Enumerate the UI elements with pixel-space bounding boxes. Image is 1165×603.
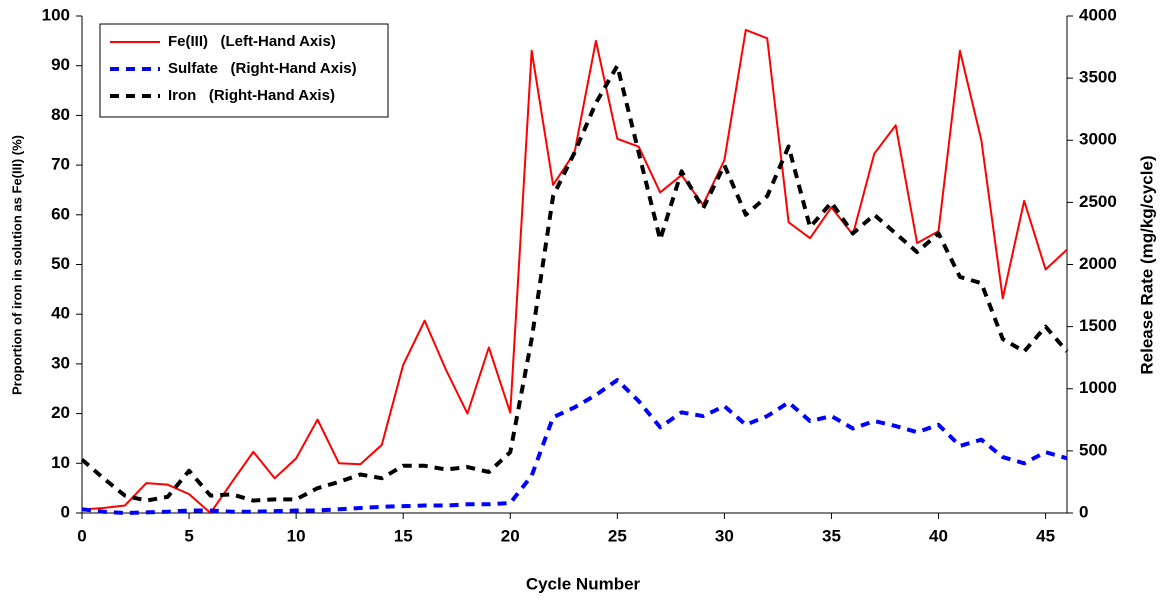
x-tick-label: 30: [715, 526, 734, 545]
x-tick-label: 15: [394, 526, 413, 545]
x-tick-label: 10: [287, 526, 306, 545]
y-tick-label: 10: [51, 453, 70, 472]
y-tick-label: 20: [51, 403, 70, 422]
y2-tick-label: 2500: [1079, 192, 1117, 211]
y-tick-label: 0: [61, 502, 70, 521]
x-tick-label: 40: [929, 526, 948, 545]
y2-tick-label: 4000: [1079, 5, 1117, 24]
x-tick-label: 5: [184, 526, 193, 545]
x-tick-label: 20: [501, 526, 520, 545]
y2-tick-label: 0: [1079, 502, 1088, 521]
x-tick-label: 35: [822, 526, 841, 545]
y2-tick-label: 1000: [1079, 378, 1117, 397]
legend-label: Sulfate (Right-Hand Axis): [168, 60, 357, 77]
y-tick-label: 40: [51, 304, 70, 323]
y-tick-label: 80: [51, 105, 70, 124]
y2-axis-title: Release Rate (mg/kg/cycle): [1137, 155, 1156, 374]
x-axis-title: Cycle Number: [526, 574, 641, 593]
legend-label: Iron (Right-Hand Axis): [168, 87, 335, 104]
y-tick-label: 70: [51, 155, 70, 174]
y-tick-label: 50: [51, 254, 70, 273]
y2-tick-label: 2000: [1079, 254, 1117, 273]
legend-label: Fe(III) (Left-Hand Axis): [168, 33, 336, 50]
y2-tick-label: 500: [1079, 440, 1107, 459]
series-line: [80, 63, 1069, 503]
y2-tick-label: 3500: [1079, 68, 1117, 87]
x-tick-label: 45: [1036, 526, 1055, 545]
x-tick-label: 25: [608, 526, 627, 545]
y-tick-label: 90: [51, 55, 70, 74]
y-axis-title: Proportion of iron in solution as Fe(III…: [9, 135, 24, 395]
y-tick-label: 100: [42, 5, 70, 24]
series-line: [81, 378, 1068, 515]
y2-tick-label: 1500: [1079, 316, 1117, 335]
x-tick-label: 0: [77, 526, 86, 545]
y-tick-label: 60: [51, 204, 70, 223]
y2-tick-label: 3000: [1079, 130, 1117, 149]
y-tick-label: 30: [51, 353, 70, 372]
